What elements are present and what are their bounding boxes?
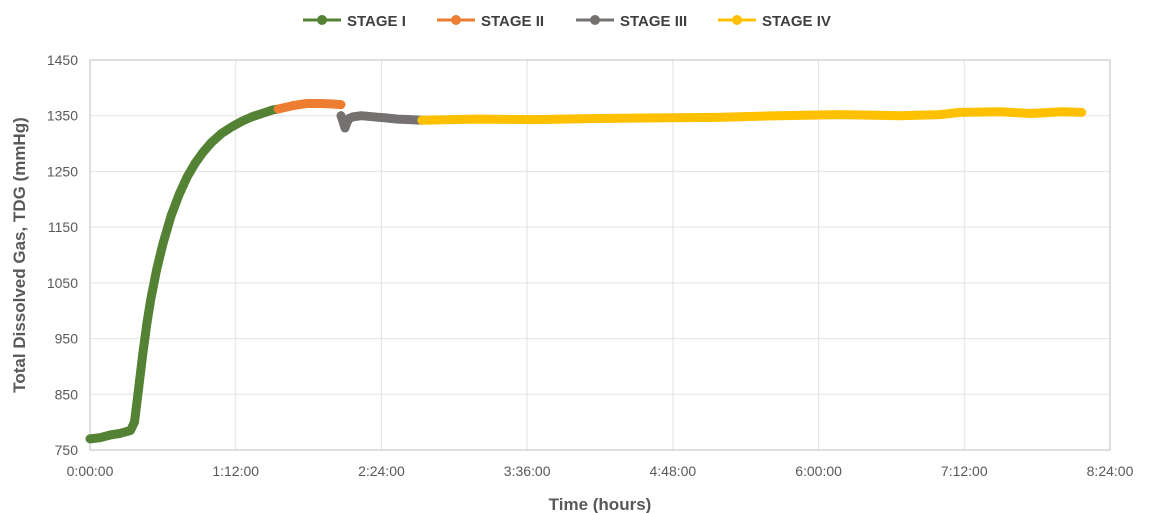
grid-layer <box>89 59 1111 451</box>
legend-item-stage-4: STAGE IV <box>718 13 831 30</box>
y-tick-label: 750 <box>55 442 79 458</box>
legend-label: STAGE IV <box>762 13 831 30</box>
legend: STAGE I STAGE II STAGE III STAGE IV <box>303 13 831 30</box>
legend-item-stage-1: STAGE I <box>303 13 406 30</box>
plot-area-border <box>89 59 1111 451</box>
legend-item-stage-2: STAGE II <box>437 13 544 30</box>
y-axis-title: Total Dissolved Gas, TDG (mmHg) <box>10 117 29 393</box>
x-tick-label: 8:24:00 <box>1087 463 1134 479</box>
x-tick-label: 4:48:00 <box>649 463 696 479</box>
y-tick-label: 1450 <box>47 52 78 68</box>
legend-marker <box>317 15 327 25</box>
x-tick-label: 3:36:00 <box>504 463 551 479</box>
y-tick-label: 1050 <box>47 275 78 291</box>
y-tick-label: 1150 <box>48 219 78 235</box>
legend-marker <box>451 15 461 25</box>
legend-label: STAGE III <box>620 13 687 30</box>
legend-marker <box>590 15 600 25</box>
series-line-stage-1 <box>85 104 283 444</box>
legend-label: STAGE II <box>481 13 544 30</box>
y-tick-label: 850 <box>55 386 79 402</box>
series-layer <box>85 99 1087 444</box>
x-tick-label: 0:00:00 <box>67 463 114 479</box>
x-tick-label: 1:12:00 <box>212 463 259 479</box>
series-line-stage-3 <box>336 111 427 133</box>
x-tick-labels: 0:00:00 1:12:00 2:24:00 3:36:00 4:48:00 6:00:… <box>67 463 1134 479</box>
legend-item-stage-3: STAGE III <box>576 13 687 30</box>
x-tick-label: 2:24:00 <box>358 463 405 479</box>
y-tick-labels: 750 850 950 1050 1150 1250 1350 1450 <box>47 52 78 458</box>
x-tick-label: 7:12:00 <box>941 463 988 479</box>
y-tick-label: 1350 <box>47 108 78 124</box>
legend-marker <box>732 15 742 25</box>
y-tick-label: 950 <box>55 331 79 347</box>
y-tick-label: 1250 <box>47 163 78 179</box>
x-axis-title: Time (hours) <box>549 495 652 513</box>
series-line-stage-2 <box>273 99 346 114</box>
x-tick-label: 6:00:00 <box>795 463 842 479</box>
series-line-stage-4 <box>417 107 1087 125</box>
legend-label: STAGE I <box>347 13 406 30</box>
